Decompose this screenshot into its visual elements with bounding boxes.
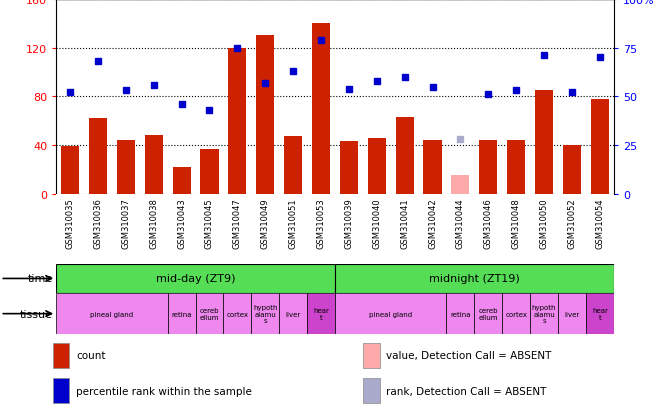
- Bar: [335, 293, 446, 335]
- Text: GSM310043: GSM310043: [177, 197, 186, 248]
- Bar: [195, 293, 223, 335]
- Bar: [502, 293, 530, 335]
- Bar: [363, 378, 380, 403]
- Bar: [530, 293, 558, 335]
- Bar: [284, 137, 302, 194]
- Bar: [145, 136, 163, 194]
- Text: retina: retina: [450, 311, 471, 317]
- Text: cortex: cortex: [226, 311, 248, 317]
- Bar: [591, 100, 609, 194]
- Text: hear
t: hear t: [313, 308, 329, 320]
- Bar: [307, 293, 335, 335]
- Text: GSM310046: GSM310046: [484, 197, 493, 248]
- Text: time: time: [28, 274, 53, 284]
- Text: GSM310037: GSM310037: [121, 197, 130, 248]
- Bar: [117, 141, 135, 194]
- Text: GSM310052: GSM310052: [568, 197, 576, 248]
- Text: GSM310044: GSM310044: [456, 197, 465, 248]
- Text: retina: retina: [172, 311, 192, 317]
- Text: GSM310036: GSM310036: [94, 197, 102, 248]
- Bar: [535, 91, 553, 194]
- Text: liver: liver: [564, 311, 579, 317]
- Text: value, Detection Call = ABSENT: value, Detection Call = ABSENT: [386, 351, 552, 361]
- Bar: [395, 118, 414, 194]
- Text: GSM310050: GSM310050: [540, 197, 548, 248]
- Bar: [223, 293, 251, 335]
- Text: midnight (ZT19): midnight (ZT19): [429, 274, 520, 284]
- Text: GSM310041: GSM310041: [400, 197, 409, 248]
- Text: GSM310045: GSM310045: [205, 197, 214, 248]
- Text: GSM310035: GSM310035: [65, 197, 75, 248]
- Bar: [53, 343, 69, 368]
- Text: hypoth
alamu
s: hypoth alamu s: [253, 304, 277, 323]
- Bar: [228, 48, 246, 194]
- Bar: [168, 293, 195, 335]
- Bar: [251, 293, 279, 335]
- Text: percentile rank within the sample: percentile rank within the sample: [76, 386, 251, 396]
- Text: liver: liver: [286, 311, 301, 317]
- Bar: [172, 167, 191, 194]
- Bar: [586, 293, 614, 335]
- Text: GSM310047: GSM310047: [233, 197, 242, 248]
- Text: GSM310053: GSM310053: [317, 197, 325, 248]
- Bar: [479, 141, 498, 194]
- Bar: [61, 147, 79, 194]
- Bar: [563, 145, 581, 194]
- Bar: [279, 293, 307, 335]
- Text: GSM310038: GSM310038: [149, 197, 158, 248]
- Bar: [312, 24, 330, 194]
- Text: cereb
ellum: cereb ellum: [200, 308, 219, 320]
- Bar: [451, 176, 469, 194]
- Bar: [335, 264, 614, 293]
- Text: GSM310048: GSM310048: [512, 197, 521, 248]
- Bar: [56, 293, 168, 335]
- Bar: [424, 141, 442, 194]
- Bar: [475, 293, 502, 335]
- Text: cereb
ellum: cereb ellum: [478, 308, 498, 320]
- Bar: [256, 36, 275, 194]
- Bar: [363, 343, 380, 368]
- Text: cortex: cortex: [505, 311, 527, 317]
- Bar: [507, 141, 525, 194]
- Text: GSM310042: GSM310042: [428, 197, 437, 248]
- Text: GSM310049: GSM310049: [261, 197, 270, 248]
- Text: rank, Detection Call = ABSENT: rank, Detection Call = ABSENT: [386, 386, 546, 396]
- Text: count: count: [76, 351, 106, 361]
- Bar: [89, 119, 107, 194]
- Text: hear
t: hear t: [592, 308, 608, 320]
- Text: mid-day (ZT9): mid-day (ZT9): [156, 274, 235, 284]
- Text: GSM310040: GSM310040: [372, 197, 381, 248]
- Bar: [558, 293, 586, 335]
- Text: hypoth
alamu
s: hypoth alamu s: [532, 304, 556, 323]
- Bar: [368, 138, 386, 194]
- Text: pineal gland: pineal gland: [369, 311, 412, 317]
- Bar: [201, 149, 218, 194]
- Text: GSM310039: GSM310039: [345, 197, 353, 248]
- Bar: [340, 142, 358, 194]
- Text: GSM310054: GSM310054: [595, 197, 605, 248]
- Bar: [53, 378, 69, 403]
- Text: pineal gland: pineal gland: [90, 311, 133, 317]
- Text: GSM310051: GSM310051: [288, 197, 298, 248]
- Text: tissue: tissue: [20, 309, 53, 319]
- Bar: [56, 264, 335, 293]
- Bar: [446, 293, 475, 335]
